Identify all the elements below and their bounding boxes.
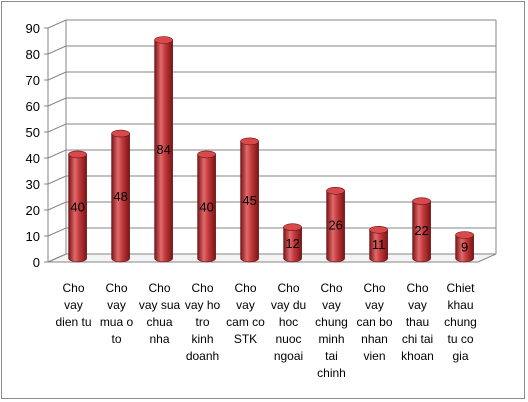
bar bbox=[412, 197, 431, 263]
bar-body bbox=[68, 154, 87, 263]
bar-body bbox=[283, 226, 302, 263]
bar-top bbox=[197, 150, 216, 159]
y-tick-label: 50 bbox=[26, 125, 40, 140]
y-tick-label: 80 bbox=[26, 47, 40, 62]
bar-top bbox=[68, 150, 87, 159]
x-tick-label: Cho vay can bo nhan vien bbox=[356, 281, 392, 363]
axes bbox=[44, 20, 497, 263]
x-tick-label: Cho vay mua o to bbox=[100, 281, 134, 346]
y-axis-ticks: 0 10 20 30 40 50 60 70 80 90 bbox=[26, 21, 40, 270]
data-label: 26 bbox=[328, 218, 342, 233]
data-label: 40 bbox=[199, 199, 213, 214]
bar bbox=[68, 150, 87, 263]
y-tick-label: 10 bbox=[26, 229, 40, 244]
bar bbox=[197, 150, 216, 263]
bars bbox=[68, 36, 474, 263]
bar-body bbox=[197, 154, 216, 263]
x-tick-label: Cho vay thau chi tai khoan bbox=[401, 281, 434, 363]
bar bbox=[369, 226, 388, 263]
bar-top bbox=[240, 137, 259, 146]
x-tick-label: Chiet khau chung tu co gia bbox=[444, 281, 477, 363]
y-tick-label: 40 bbox=[26, 151, 40, 166]
bar bbox=[455, 231, 474, 263]
data-label: 9 bbox=[461, 240, 468, 255]
bar-body bbox=[455, 234, 474, 263]
bar bbox=[154, 36, 173, 263]
bar-top bbox=[369, 226, 388, 234]
bar-body bbox=[154, 39, 173, 263]
data-labels: 40 48 84 40 45 12 26 11 22 9 bbox=[70, 142, 468, 255]
bar-top bbox=[111, 129, 130, 138]
bar bbox=[240, 137, 259, 263]
y-tick-label: 30 bbox=[26, 177, 40, 192]
y-tick-label: 70 bbox=[26, 73, 40, 88]
x-tick-label: Cho vay cam co STK bbox=[226, 281, 265, 346]
bar-top bbox=[283, 223, 302, 231]
y-tick-label: 0 bbox=[33, 255, 40, 270]
bar-body bbox=[369, 229, 388, 263]
data-label: 11 bbox=[372, 237, 386, 252]
data-label: 45 bbox=[242, 193, 256, 208]
y-tick-label: 90 bbox=[26, 21, 40, 36]
x-tick-label: Cho vay sua chua nha bbox=[139, 281, 181, 346]
bar-body bbox=[326, 190, 345, 263]
y-tick-label: 60 bbox=[26, 99, 40, 114]
data-label: 48 bbox=[113, 189, 127, 204]
y-tick-label: 20 bbox=[26, 203, 40, 218]
data-label: 40 bbox=[70, 199, 84, 214]
bar-top bbox=[412, 197, 431, 205]
data-label: 12 bbox=[285, 236, 299, 251]
bar bbox=[283, 223, 302, 263]
bar-top bbox=[154, 36, 173, 44]
x-tick-label: Cho vay chung minh tai chinh bbox=[315, 281, 348, 380]
bar bbox=[326, 187, 345, 263]
x-tick-label: Cho vay ho tro kinh doanh bbox=[185, 281, 221, 363]
bar-body bbox=[412, 200, 431, 263]
bar bbox=[111, 129, 130, 263]
x-tick-label: Cho vay du hoc nuoc ngoai bbox=[271, 281, 306, 363]
bar-body bbox=[111, 133, 130, 263]
x-tick-label: Cho vay dien tu bbox=[55, 281, 91, 329]
data-label: 22 bbox=[414, 223, 428, 238]
bar-body bbox=[240, 141, 259, 263]
bar-top bbox=[455, 231, 474, 239]
data-label: 84 bbox=[156, 142, 170, 157]
bar-top bbox=[326, 187, 345, 195]
